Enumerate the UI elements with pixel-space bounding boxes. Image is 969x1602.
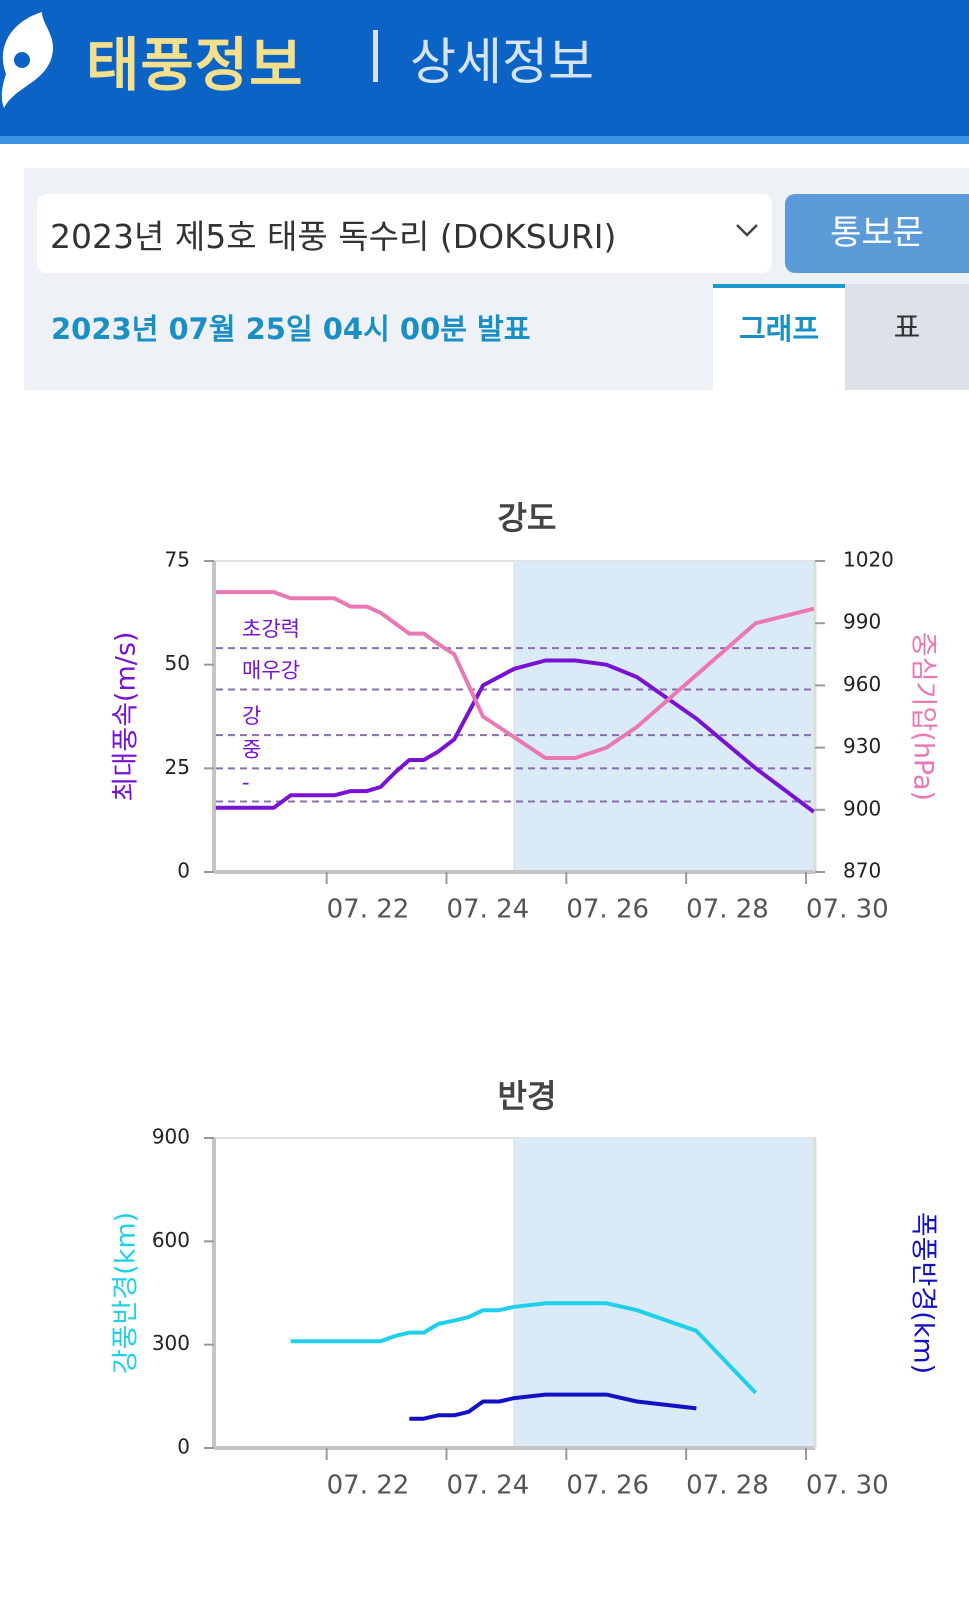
threshold-label: 매우강 [242, 659, 300, 683]
series-line [409, 1392, 697, 1421]
y-tick-label: 0 [177, 1435, 190, 1459]
x-tick-label: 07. 26 [566, 1471, 649, 1501]
issued-time: 2023년 07월 25일 04시 00분 발표 [51, 312, 531, 346]
y2-tick-label: 960 [843, 672, 881, 696]
table-tab[interactable]: 표 [845, 284, 969, 390]
dropdown-icon [736, 224, 758, 237]
y2-axis-title: 폭풍반경(km) [908, 1212, 939, 1374]
plot-area [213, 560, 816, 873]
threshold-label: 중 [242, 737, 261, 761]
typhoon-select[interactable] [37, 194, 772, 273]
threshold-label: - [242, 771, 250, 795]
y-tick-label: 75 [165, 548, 190, 572]
series-line [290, 1301, 758, 1395]
x-tick-label: 07. 30 [806, 1471, 889, 1501]
y-axis-title: 최대풍속(m/s) [111, 632, 142, 802]
y2-tick-label: 1020 [843, 548, 894, 572]
typhoon-select-text: 2023년 제5호 태풍 독수리 (DOKSURI) [50, 217, 617, 256]
x-tick-label: 07. 26 [566, 895, 649, 925]
y-tick-label: 0 [177, 859, 190, 883]
y-tick-label: 900 [152, 1125, 190, 1149]
separator [373, 30, 378, 82]
plot-area [213, 1137, 816, 1449]
forecast-region [514, 561, 815, 872]
y-tick-label: 25 [165, 755, 190, 779]
y2-axis-title: 중심기압(hPa) [908, 632, 939, 801]
chart-title: 강도 [498, 499, 557, 537]
x-tick-label: 07. 30 [806, 895, 889, 925]
forecast-region [514, 1138, 815, 1448]
x-tick-label: 07. 22 [327, 895, 410, 925]
logo [1, 12, 54, 108]
y-tick-label: 600 [152, 1228, 190, 1252]
x-tick-label: 07. 24 [446, 1471, 529, 1501]
y-tick-label: 50 [165, 651, 190, 675]
top-bar [0, 0, 969, 144]
y2-tick-label: 930 [843, 734, 881, 758]
chart-title: 반경 [498, 1077, 557, 1115]
graph-tab[interactable]: 그래프 [713, 284, 845, 390]
y2-tick-label: 870 [843, 859, 881, 883]
section-title: 상세정보 [410, 33, 594, 91]
x-tick-label: 07. 22 [327, 1471, 410, 1501]
series-line [215, 658, 816, 814]
x-tick-label: 07. 28 [686, 895, 769, 925]
x-tick-label: 07. 24 [446, 895, 529, 925]
brand: 태풍정보 [86, 31, 304, 99]
x-tick-label: 07. 28 [686, 1471, 769, 1501]
bulletin-button[interactable]: 통보문 [785, 194, 969, 273]
y-axis-title: 강풍반경(km) [111, 1212, 142, 1374]
y2-tick-label: 900 [843, 796, 881, 820]
series-line [215, 590, 815, 760]
threshold-label: 강 [242, 704, 261, 728]
threshold-label: 초강력 [242, 617, 300, 641]
y2-tick-label: 990 [843, 610, 881, 634]
y-tick-label: 300 [152, 1331, 190, 1355]
